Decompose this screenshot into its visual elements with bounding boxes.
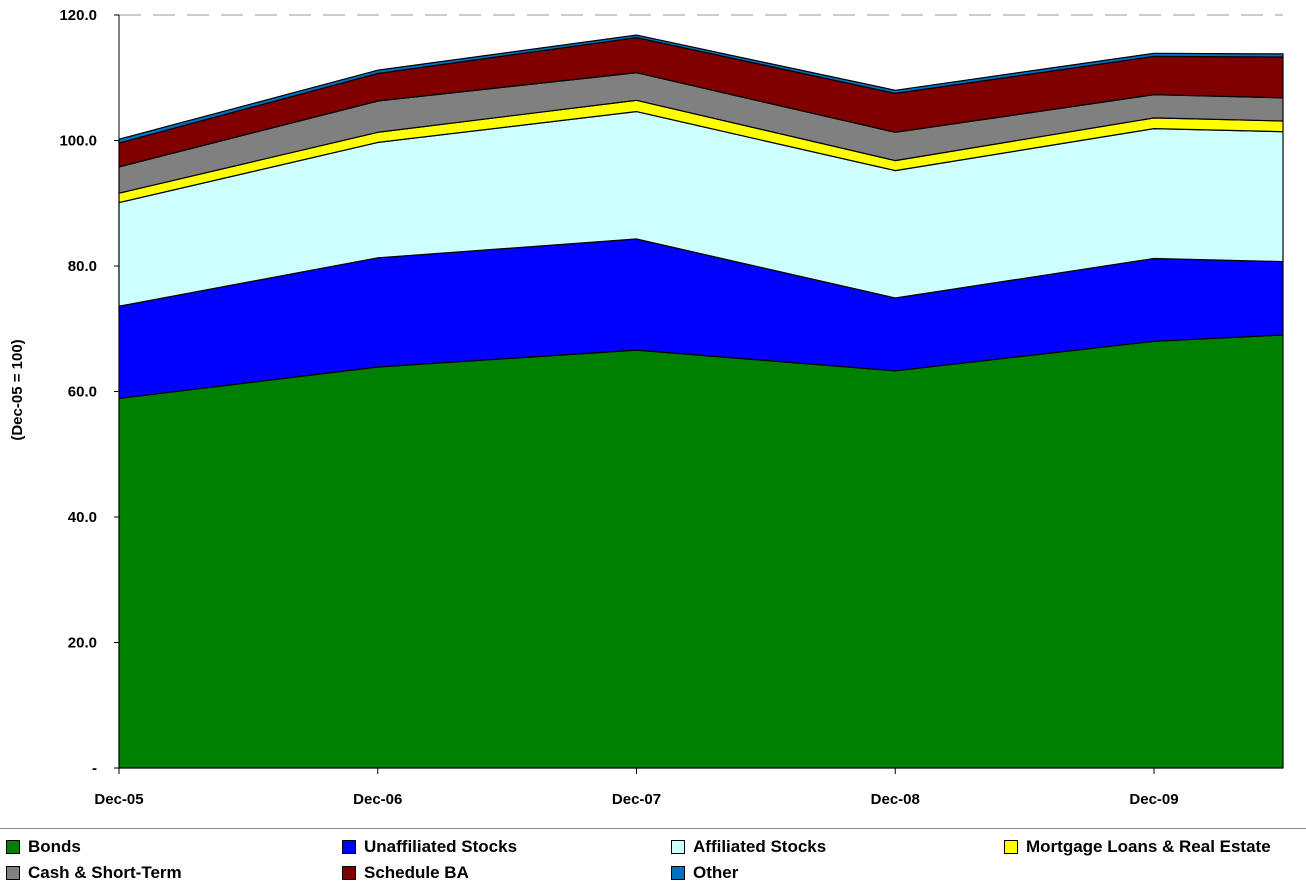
area-series bbox=[118, 34, 1284, 769]
area-bonds bbox=[118, 334, 1284, 769]
legend-item: Other bbox=[671, 863, 738, 883]
y-tick-label: 40.0 bbox=[68, 509, 97, 526]
x-tick-label: Dec-06 bbox=[353, 791, 402, 808]
axes: - 20.0 40.0 60.0 80.0 100.0 120.0 Dec-05 Dec-06 D… bbox=[59, 7, 1283, 808]
legend: Bonds Unaffiliated Stocks Affiliated Stock… bbox=[0, 828, 1306, 891]
legend-swatch bbox=[671, 866, 685, 880]
x-tick-label: Dec-08 bbox=[871, 791, 920, 808]
legend-item: Affiliated Stocks bbox=[671, 837, 826, 857]
legend-label: Cash & Short-Term bbox=[28, 863, 182, 882]
y-tick-label: - bbox=[92, 760, 97, 777]
legend-swatch bbox=[1004, 840, 1018, 854]
y-tick-label: 100.0 bbox=[59, 133, 97, 150]
y-axis-title: (Dec-05 = 100) bbox=[9, 339, 26, 440]
legend-item: Bonds bbox=[6, 837, 81, 857]
y-tick-label: 80.0 bbox=[68, 258, 97, 275]
y-tick-label: 60.0 bbox=[68, 384, 97, 401]
area-other bbox=[118, 34, 1284, 144]
legend-swatch bbox=[342, 840, 356, 854]
legend-label: Other bbox=[693, 863, 739, 882]
legend-swatch bbox=[671, 840, 685, 854]
x-tick-label: Dec-07 bbox=[612, 791, 661, 808]
legend-item: Schedule BA bbox=[342, 863, 469, 883]
legend-label: Schedule BA bbox=[364, 863, 469, 882]
legend-label: Bonds bbox=[28, 837, 81, 856]
legend-swatch bbox=[6, 866, 20, 880]
x-tick-label: Dec-05 bbox=[94, 791, 143, 808]
legend-item: Unaffiliated Stocks bbox=[342, 837, 517, 857]
y-tick-label: 120.0 bbox=[59, 7, 97, 24]
legend-label: Unaffiliated Stocks bbox=[364, 837, 518, 856]
legend-item: Cash & Short-Term bbox=[6, 863, 182, 883]
legend-label: Mortgage Loans & Real Estate bbox=[1026, 837, 1271, 856]
stacked-area-chart: - 20.0 40.0 60.0 80.0 100.0 120.0 Dec-05 Dec-06 D… bbox=[9, 7, 1284, 808]
legend-item: Mortgage Loans & Real Estate bbox=[1004, 837, 1271, 857]
legend-label: Affiliated Stocks bbox=[693, 837, 827, 856]
y-tick-label: 20.0 bbox=[68, 635, 97, 652]
x-tick-label: Dec-09 bbox=[1129, 791, 1178, 808]
legend-swatch bbox=[6, 840, 20, 854]
legend-swatch bbox=[342, 866, 356, 880]
